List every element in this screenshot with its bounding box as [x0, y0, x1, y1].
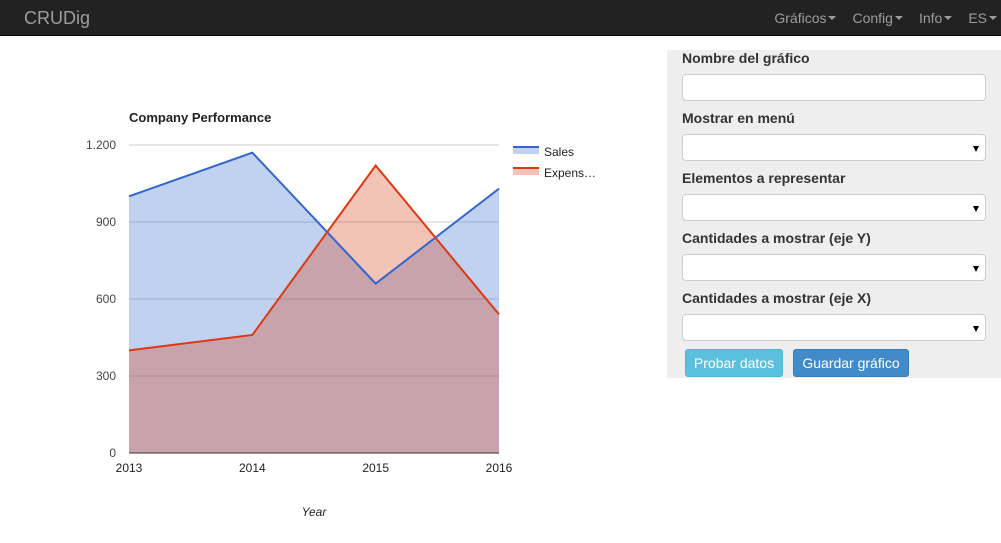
x-axis-title: Year: [302, 505, 328, 519]
nombre-label: Nombre del gráfico: [682, 50, 810, 66]
caret-down-icon: [989, 16, 997, 20]
nav-item-label: Gráficos: [774, 10, 827, 26]
chart-config-form: Nombre del gráfico Mostrar en menú Eleme…: [667, 50, 1001, 378]
caret-down-icon: [944, 16, 953, 20]
caret-down-icon: [828, 16, 837, 20]
nav-item-info[interactable]: Info: [918, 10, 953, 26]
legend-label: Sales: [544, 145, 574, 159]
nav-item-config[interactable]: Config: [852, 10, 903, 26]
form-group-menu: Mostrar en menú: [682, 110, 986, 161]
series-area-1: [129, 165, 499, 454]
dropdown-arrow-icon: [973, 146, 979, 152]
form-group-eje-x: Cantidades a mostrar (eje X): [682, 290, 986, 341]
nav-item-label: ES: [968, 10, 987, 26]
chart-title: Company Performance: [129, 110, 271, 125]
dropdown-arrow-icon: [973, 206, 979, 212]
legend-swatch: [513, 168, 539, 175]
nav-item-label: Config: [852, 10, 893, 26]
legend-swatch: [513, 147, 539, 154]
nav-item-language[interactable]: ES: [968, 10, 997, 26]
y-tick-label: 1.200: [86, 138, 116, 152]
form-group-elementos: Elementos a representar: [682, 170, 986, 221]
y-tick-label: 0: [109, 446, 116, 460]
chart-container: Company Performance 0 300 600 900 1.200 2013 20…: [0, 36, 660, 543]
caret-down-icon: [894, 16, 903, 20]
eje-y-select[interactable]: [682, 254, 986, 281]
dropdown-arrow-icon: [973, 266, 979, 272]
legend-label: Expens…: [544, 166, 596, 180]
series-line-0: [128, 151, 500, 285]
eje-y-label: Cantidades a mostrar (eje Y): [682, 230, 871, 246]
nav-item-graficos[interactable]: Gráficos: [774, 10, 837, 26]
x-tick-label: 2014: [239, 461, 266, 475]
series-line-1: [128, 163, 500, 352]
form-group-eje-y: Cantidades a mostrar (eje Y): [682, 230, 986, 281]
series-area-0: [129, 152, 499, 453]
y-tick-label: 600: [96, 292, 116, 306]
y-tick-label: 900: [96, 215, 116, 229]
navbar-menu: Gráficos Config Info ES: [758, 0, 997, 36]
eje-x-select[interactable]: [682, 314, 986, 341]
elementos-label: Elementos a representar: [682, 170, 846, 186]
guardar-grafico-button[interactable]: Guardar gráfico: [793, 349, 909, 377]
x-tick-label: 2015: [362, 461, 389, 475]
brand-link[interactable]: CRUDig: [24, 8, 91, 28]
probar-datos-button[interactable]: Probar datos: [685, 349, 783, 377]
nav-item-label: Info: [918, 10, 943, 26]
form-group-nombre: Nombre del gráfico: [682, 50, 986, 101]
eje-x-label: Cantidades a mostrar (eje X): [682, 290, 872, 306]
x-tick-label: 2013: [116, 461, 143, 475]
area-chart: Company Performance 0 300 600 900 1.200 2013 20…: [86, 110, 596, 519]
elementos-select[interactable]: [682, 194, 986, 221]
y-tick-label: 300: [96, 369, 116, 383]
nombre-input[interactable]: [682, 74, 986, 101]
navbar: CRUDig Gráficos Config Info ES: [0, 0, 1001, 36]
menu-label: Mostrar en menú: [682, 110, 795, 126]
menu-select[interactable]: [682, 134, 986, 161]
dropdown-arrow-icon: [973, 326, 979, 332]
x-tick-label: 2016: [486, 461, 513, 475]
